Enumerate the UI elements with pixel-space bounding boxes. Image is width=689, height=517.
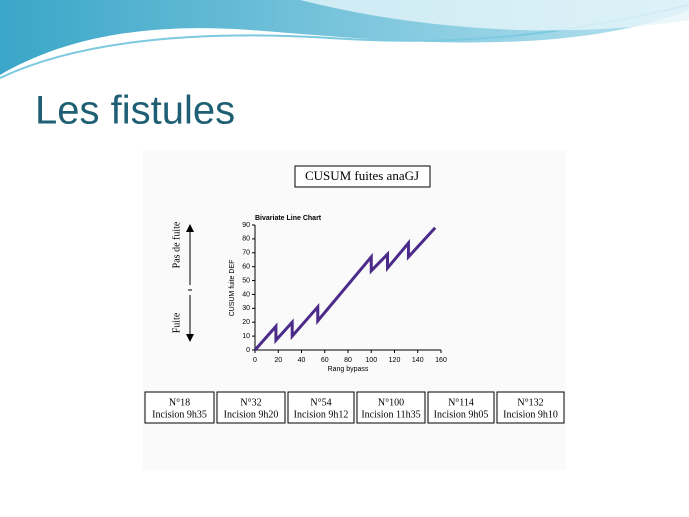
x-tick-label: 140 — [412, 357, 424, 364]
y-axis-label: CUSUM fuite DEF — [229, 260, 236, 317]
y-tick-label: 90 — [242, 222, 250, 229]
chart-subtitle: Bivariate Line Chart — [255, 215, 322, 222]
case-box — [496, 391, 565, 424]
y-tick-label: 10 — [242, 333, 250, 340]
case-number: N°100 — [378, 397, 404, 408]
case-number: N°54 — [310, 397, 331, 408]
case-box — [216, 391, 286, 424]
y-tick-label: 40 — [242, 291, 250, 298]
x-tick-label: 60 — [321, 357, 329, 364]
header-highlight — [300, 0, 689, 31]
y-tick-label: 80 — [242, 236, 250, 243]
x-tick-label: 120 — [389, 357, 401, 364]
data-line — [253, 226, 437, 351]
case-label: Incision 9h05 — [434, 409, 489, 420]
case-number: N°132 — [517, 397, 543, 408]
annotation: Pas de fuite — [171, 221, 182, 268]
x-tick-label: 160 — [435, 357, 447, 364]
case-label: Incision 9h20 — [224, 409, 279, 420]
case-number: N°114 — [448, 397, 474, 408]
title-box — [294, 165, 431, 188]
x-tick-label: 100 — [365, 357, 377, 364]
case-label: Incision 9h12 — [294, 409, 349, 420]
y-tick-label: 0 — [246, 347, 250, 354]
x-tick-label: 0 — [253, 357, 257, 364]
chart-title: CUSUM fuites anaGJ — [305, 168, 419, 183]
y-tick-label: 20 — [242, 319, 250, 326]
y-tick-label: 70 — [242, 250, 250, 257]
case-number: N°32 — [240, 397, 261, 408]
case-box — [144, 391, 215, 424]
case-box — [287, 391, 355, 424]
x-tick-label: 20 — [274, 357, 282, 364]
x-axis-label: Rang bypass — [328, 366, 369, 373]
case-label: Incision 11h35 — [361, 409, 420, 420]
y-tick-label: 50 — [242, 277, 250, 284]
y-tick-label: 60 — [242, 264, 250, 271]
case-label: Incision 9h10 — [503, 409, 558, 420]
y-tick-label: 30 — [242, 305, 250, 312]
case-box — [356, 391, 426, 424]
annotation: Fuite — [171, 312, 182, 333]
x-tick-label: 40 — [298, 357, 306, 364]
slide-title: Les fistules — [35, 89, 235, 133]
case-box — [427, 391, 495, 424]
x-tick-label: 80 — [344, 357, 352, 364]
case-number: N°18 — [169, 397, 190, 408]
case-label: Incision 9h35 — [152, 409, 207, 420]
